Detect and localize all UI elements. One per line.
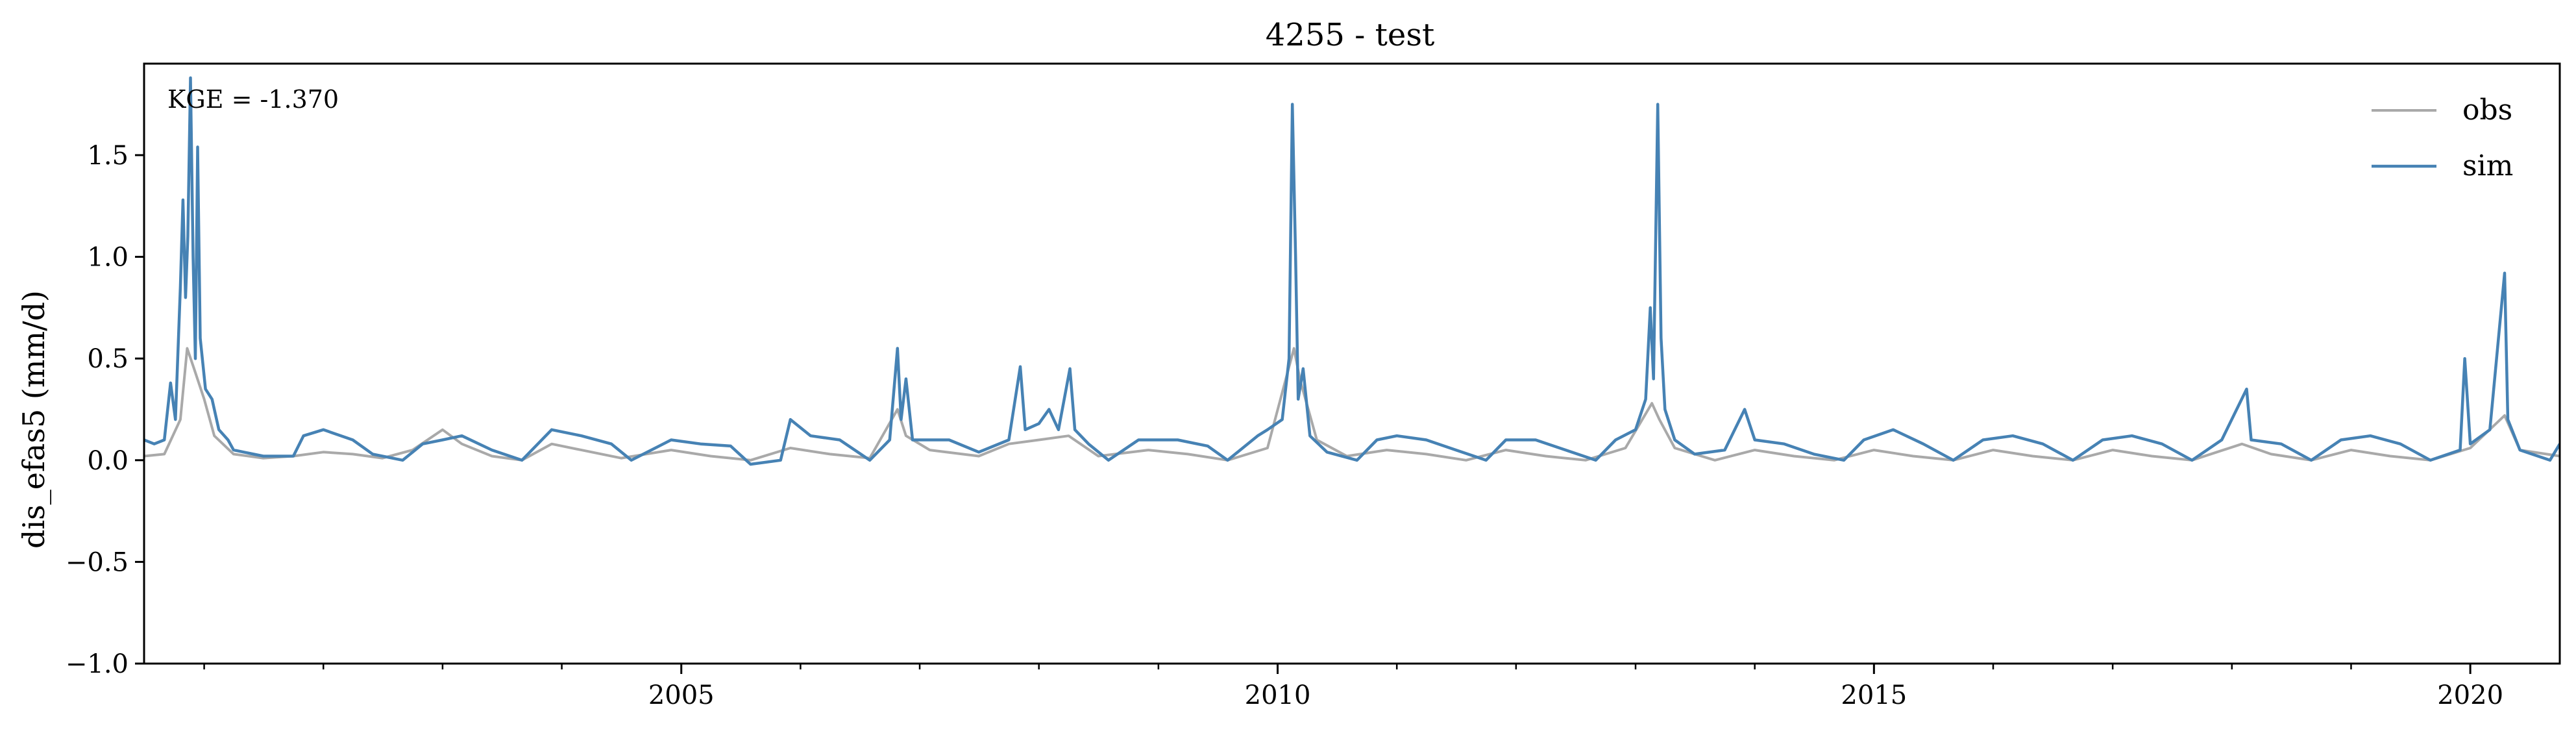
y-tick-label: −1.0: [66, 649, 129, 679]
series-line-sim: [144, 76, 2560, 466]
y-axis-label: dis_efas5 (mm/d): [16, 290, 51, 549]
y-tick-label: 1.0: [87, 243, 129, 273]
x-tick-label: 2015: [1841, 680, 1907, 710]
kge-annotation: KGE = -1.370: [167, 85, 339, 114]
series-line-obs: [144, 347, 2560, 462]
series-layer: [144, 76, 2560, 466]
legend-label-sim: sim: [2462, 149, 2513, 182]
y-tick-label: 1.5: [87, 141, 129, 171]
legend-label-obs: obs: [2462, 93, 2512, 127]
y-axis: −1.0 −0.5 0.0 0.5 1.0 1.5: [66, 141, 144, 679]
chart-title: 4255 - test: [1266, 17, 1435, 53]
x-tick-label: 2010: [1245, 680, 1311, 710]
y-tick-label: −0.5: [66, 547, 129, 577]
x-axis: 2005 2010 2015 2020: [203, 664, 2503, 710]
x-tick-label: 2020: [2437, 680, 2503, 710]
legend: obs sim: [2372, 93, 2513, 182]
y-tick-label: 0.0: [87, 446, 129, 476]
plot-frame: [143, 62, 2561, 665]
y-tick-label: 0.5: [87, 344, 129, 374]
x-tick-label: 2005: [648, 680, 715, 710]
